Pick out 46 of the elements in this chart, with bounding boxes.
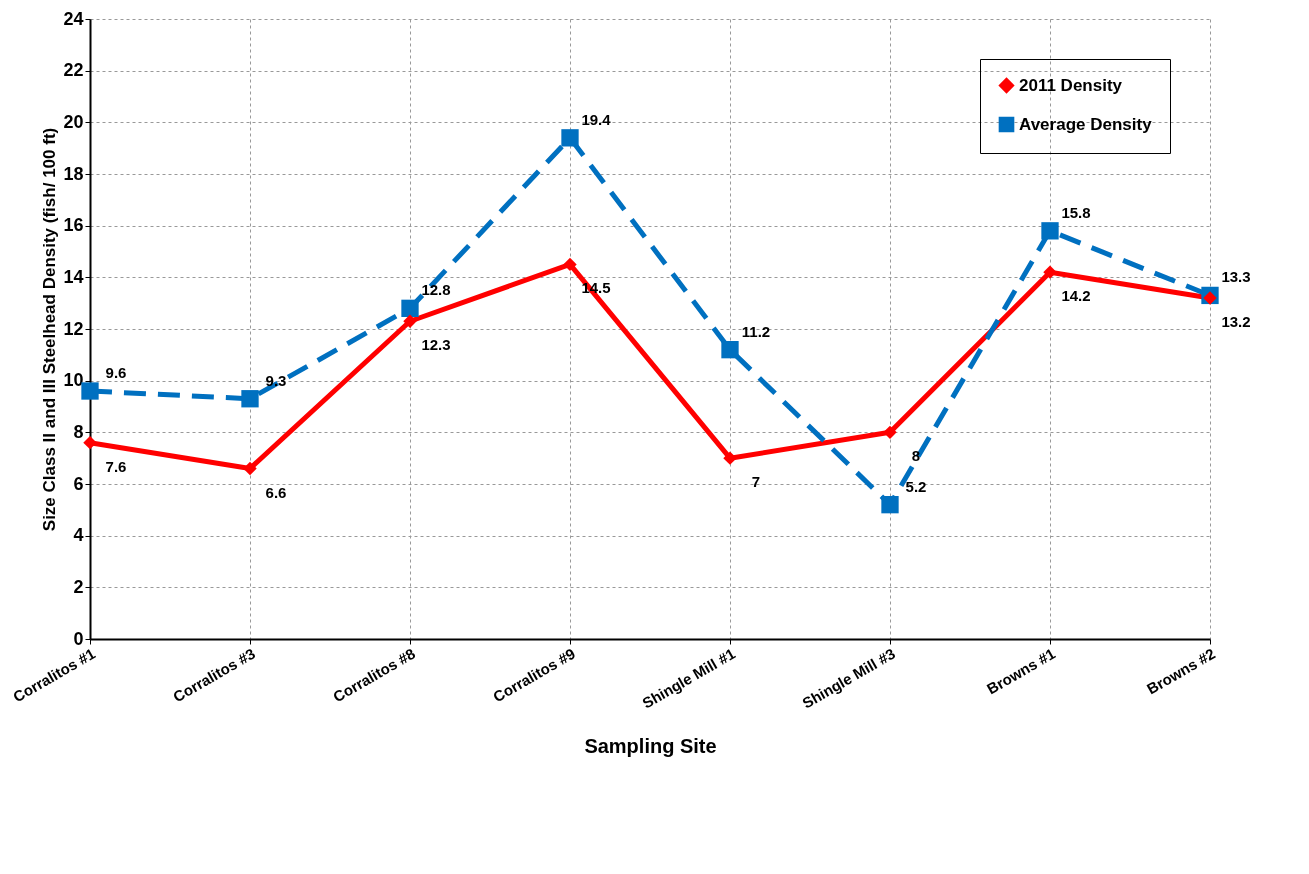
data-label: 5.2 [905,477,927,495]
data-label: 12.3 [421,336,451,354]
y-axis-title: Size Class II and III Steelhead Density (fish/ 100 ft) [40,127,60,532]
data-label: 12.8 [421,281,451,299]
data-label: 9.6 [105,364,127,381]
point [561,129,579,147]
legend-label: Average Density [1019,114,1153,134]
y-tick-label: 14 [63,266,84,287]
x-axis-title: Sampling Site [584,734,717,757]
point [403,314,417,328]
point [401,299,419,317]
point [241,390,259,408]
point [1043,265,1057,279]
data-label: 6.6 [265,483,287,501]
data-label: 8 [911,447,921,465]
y-tick-label: 18 [63,163,84,184]
point [563,257,577,272]
y-tick-label: 4 [73,525,84,546]
point [721,341,739,359]
y-tick-label: 16 [63,215,84,236]
y-tick-label: 22 [63,60,84,81]
data-label: 7 [751,473,761,491]
y-tick-label: 24 [63,8,84,29]
point [883,425,897,440]
point [83,435,97,450]
y-tick-label: 8 [73,421,84,442]
point [881,496,899,514]
data-label: 9.3 [265,371,287,389]
y-tick-label: 6 [73,473,84,494]
data-label: 14.2 [1061,287,1091,305]
data-label: 15.8 [1061,203,1091,221]
point [1041,222,1059,240]
data-label: 13.3 [1221,268,1251,286]
point [243,461,257,476]
data-label: 7.6 [105,457,127,475]
y-tick-label: 0 [73,628,84,649]
data-label: 19.4 [581,110,612,128]
point [723,451,737,465]
point [81,382,99,400]
y-tick-label: 2 [73,576,84,597]
data-label: 11.2 [741,322,771,340]
y-tick-label: 12 [63,318,84,339]
y-tick-label: 20 [63,111,84,132]
data-label: 13.2 [1221,313,1251,330]
y-tick-label: 10 [63,370,84,391]
legend-label: 2011 Density [1019,75,1123,95]
